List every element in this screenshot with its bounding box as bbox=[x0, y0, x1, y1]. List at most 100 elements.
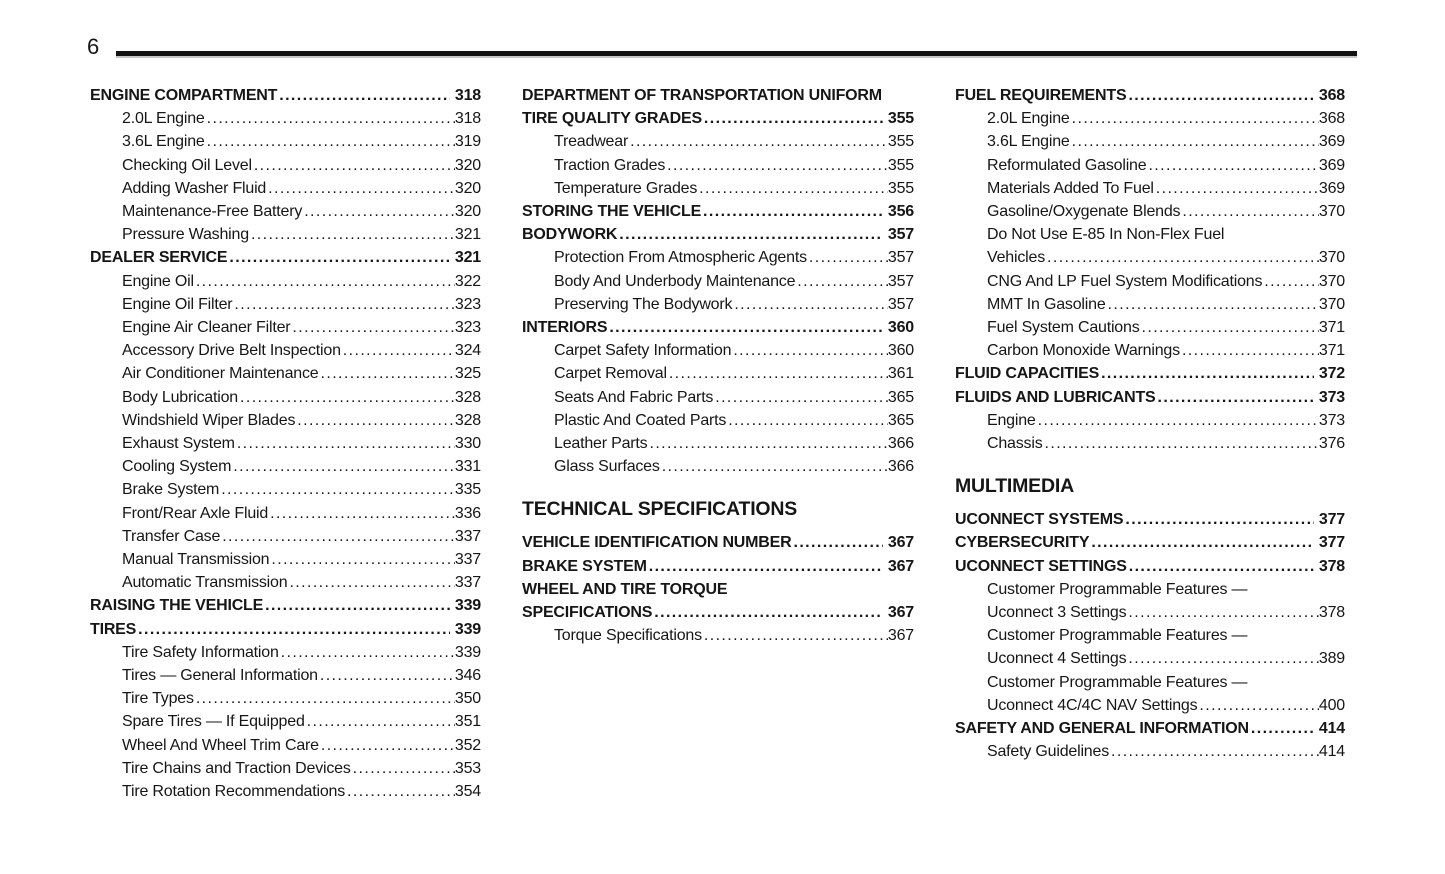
toc-page-number: 389 bbox=[1318, 650, 1345, 668]
toc-page-number: 365 bbox=[887, 411, 914, 429]
toc-page-number: 335 bbox=[454, 481, 481, 499]
dot-leader: ........................................… bbox=[1264, 272, 1319, 290]
toc-page-number: 318 bbox=[454, 110, 481, 128]
toc-entry: Body And Underbody Maintenance..........… bbox=[522, 270, 914, 293]
toc-page-number: 414 bbox=[1318, 720, 1345, 738]
dot-leader: ........................................… bbox=[654, 604, 883, 622]
toc-page-number: 360 bbox=[887, 319, 914, 337]
toc-entry: MMT In Gasoline.........................… bbox=[955, 293, 1345, 316]
toc-chapter: UCONNECT SETTINGS.......................… bbox=[955, 555, 1345, 578]
toc-label: Reformulated Gasoline bbox=[987, 156, 1147, 174]
toc-page-number: 331 bbox=[454, 458, 481, 476]
dot-leader: ........................................… bbox=[233, 458, 455, 476]
toc-entry: Front/Rear Axle Fluid...................… bbox=[90, 502, 481, 525]
toc-label: Glass Surfaces bbox=[554, 458, 660, 476]
dot-leader: ........................................… bbox=[222, 527, 455, 545]
toc-label: Seats And Fabric Parts bbox=[554, 388, 714, 406]
toc-label: Exhaust System bbox=[122, 435, 235, 453]
toc-page-number: 357 bbox=[887, 226, 914, 244]
dot-leader: ........................................… bbox=[703, 110, 883, 128]
dot-leader: ........................................… bbox=[667, 156, 888, 174]
toc-entry: Reformulated Gasoline...................… bbox=[955, 154, 1345, 177]
toc-page-number: 360 bbox=[887, 342, 914, 360]
toc-label: Checking Oil Level bbox=[122, 156, 252, 174]
toc-entry: Preserving The Bodywork.................… bbox=[522, 293, 914, 316]
toc-entry: Engine..................................… bbox=[955, 409, 1345, 432]
dot-leader: ........................................… bbox=[1155, 179, 1319, 197]
toc-entry: Carpet Safety Information...............… bbox=[522, 339, 914, 362]
dot-leader: ........................................… bbox=[648, 557, 883, 575]
toc-chapter: FLUID CAPACITIES........................… bbox=[955, 362, 1345, 385]
toc-label: Manual Transmission bbox=[122, 551, 270, 569]
toc-chapter: RAISING THE VEHICLE.....................… bbox=[90, 594, 481, 617]
dot-leader: ........................................… bbox=[279, 87, 450, 104]
toc-label: CNG And LP Fuel System Modifications bbox=[987, 272, 1263, 290]
toc-page-number: 369 bbox=[1318, 133, 1345, 151]
toc-entry: Exhaust System..........................… bbox=[90, 432, 481, 455]
toc-entry-wrapped: Customer Programmable Features — Uconnect… bbox=[955, 671, 1345, 717]
toc-page-number: 378 bbox=[1318, 557, 1345, 575]
dot-leader: ........................................… bbox=[1047, 249, 1319, 267]
toc-entry: Materials Added To Fuel.................… bbox=[955, 177, 1345, 200]
toc-label: VEHICLE IDENTIFICATION NUMBER bbox=[522, 534, 792, 552]
toc-entry: Engine Oil Filter.......................… bbox=[90, 293, 481, 316]
dot-leader: ........................................… bbox=[1128, 87, 1313, 104]
toc-entry: Accessory Drive Belt Inspection.........… bbox=[90, 339, 481, 362]
toc-label: Transfer Case bbox=[122, 527, 221, 545]
dot-leader: ........................................… bbox=[195, 272, 455, 290]
toc-entry: Body Lubrication........................… bbox=[90, 386, 481, 409]
toc-entry: Traction Grades.........................… bbox=[522, 154, 914, 177]
toc-label: Carpet Safety Information bbox=[554, 342, 732, 360]
toc-label: Carbon Monoxide Warnings bbox=[987, 342, 1180, 360]
toc-page-number: 356 bbox=[887, 203, 914, 221]
toc-label: Engine Oil bbox=[122, 272, 194, 290]
toc-page-number: 369 bbox=[1318, 179, 1345, 197]
toc-page-number: 367 bbox=[887, 604, 914, 622]
toc-page-number: 350 bbox=[454, 690, 481, 708]
toc-label: Tire Types bbox=[122, 690, 194, 708]
toc-label-line1: Customer Programmable Features — bbox=[987, 580, 1248, 598]
toc-label-line1: Customer Programmable Features — bbox=[987, 673, 1248, 691]
toc-label: STORING THE VEHICLE bbox=[522, 203, 702, 221]
toc-label-line1: Do Not Use E-85 In Non-Flex Fuel bbox=[987, 226, 1225, 244]
dot-leader: ........................................… bbox=[236, 435, 455, 453]
dot-leader: ........................................… bbox=[320, 736, 455, 754]
toc-entry: Wheel And Wheel Trim Care...............… bbox=[90, 734, 481, 757]
dot-leader: ........................................… bbox=[1181, 342, 1319, 360]
toc-entry: Air Conditioner Maintenance.............… bbox=[90, 362, 481, 385]
dot-leader: ........................................… bbox=[271, 551, 455, 569]
toc-label: INTERIORS bbox=[522, 319, 608, 337]
toc-chapter: BODYWORK................................… bbox=[522, 223, 914, 246]
toc-page-number: 355 bbox=[887, 179, 914, 197]
toc-label: ENGINE COMPARTMENT bbox=[90, 87, 278, 104]
toc-page-number: 371 bbox=[1318, 342, 1345, 360]
toc-page-number: 368 bbox=[1318, 87, 1345, 104]
dot-leader: ........................................… bbox=[661, 458, 888, 476]
dot-leader: ........................................… bbox=[1107, 295, 1319, 313]
toc-label: Tire Safety Information bbox=[122, 643, 279, 661]
toc-entry-wrapped: Do Not Use E-85 In Non-Flex Fuel Vehicles… bbox=[955, 223, 1345, 269]
toc-page-number: 366 bbox=[887, 458, 914, 476]
dot-leader: ........................................… bbox=[734, 295, 888, 313]
toc-page-number: 321 bbox=[454, 249, 481, 267]
toc-label: Front/Rear Axle Fluid bbox=[122, 504, 269, 522]
toc-page-number: 368 bbox=[1318, 110, 1345, 128]
toc-page-number: 367 bbox=[887, 557, 914, 575]
dot-leader: ........................................… bbox=[699, 179, 888, 197]
toc-label: Preserving The Bodywork bbox=[554, 295, 733, 313]
toc-page-number: 353 bbox=[454, 759, 481, 777]
dot-leader: ........................................… bbox=[1037, 411, 1319, 429]
toc-page-number: 339 bbox=[454, 620, 481, 638]
toc-entry: 3.6L Engine.............................… bbox=[90, 130, 481, 153]
toc-page-number: 361 bbox=[887, 365, 914, 383]
dot-leader: ........................................… bbox=[619, 226, 883, 244]
toc-label-line1: Customer Programmable Features — bbox=[987, 627, 1248, 645]
toc-label-line1: DEPARTMENT OF TRANSPORTATION UNIFORM bbox=[522, 87, 882, 104]
toc-label-line2: Uconnect 4C/4C NAV Settings bbox=[987, 696, 1198, 714]
header-rule bbox=[116, 51, 1357, 56]
toc-entry: Tires — General Information.............… bbox=[90, 664, 481, 687]
toc-page-number: 367 bbox=[887, 534, 914, 552]
toc-chapter: DEALER SERVICE..........................… bbox=[90, 246, 481, 269]
dot-leader: ........................................… bbox=[1250, 720, 1314, 738]
